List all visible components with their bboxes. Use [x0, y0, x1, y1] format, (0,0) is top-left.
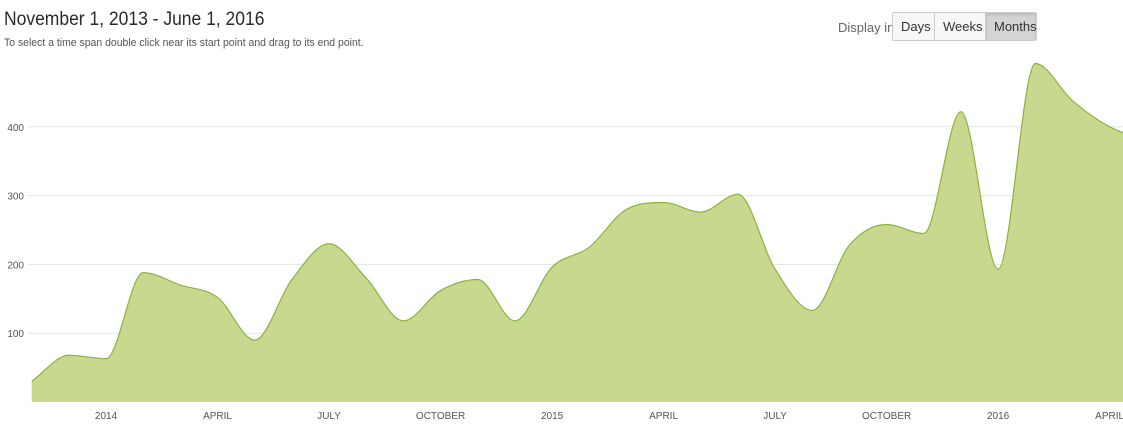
days-button[interactable]: Days: [893, 13, 935, 40]
weeks-button[interactable]: Weeks: [935, 13, 986, 40]
area-fill: [31, 63, 1123, 402]
x-tick-label: JULY: [317, 411, 341, 422]
months-button[interactable]: Months: [986, 13, 1036, 40]
y-tick-label: 300: [7, 192, 24, 203]
date-range-title: November 1, 2013 - June 1, 2016: [4, 9, 265, 30]
x-axis-ticks: 2014 APRIL JULY OCTOBER 2015 APRIL JULY OCTOBER…: [95, 411, 1123, 422]
x-tick-label: 2015: [541, 411, 564, 422]
selection-hint: To select a time span double click near …: [4, 37, 364, 49]
x-tick-label: 2016: [987, 411, 1010, 422]
display-in-label: Display in: [838, 20, 895, 35]
x-tick-label: OCTOBER: [862, 411, 911, 422]
y-axis-ticks: 100 200 300 400: [7, 123, 24, 340]
y-tick-label: 200: [7, 260, 24, 271]
series-line: [31, 62, 1123, 382]
x-tick-label: APRIL: [649, 411, 678, 422]
x-tick-label: OCTOBER: [416, 411, 465, 422]
x-tick-label: APRIL: [1095, 411, 1123, 422]
y-tick-label: 100: [7, 329, 24, 340]
area-series: [31, 62, 1123, 402]
x-tick-label: JULY: [763, 411, 787, 422]
x-tick-label: 2014: [95, 411, 118, 422]
x-tick-label: APRIL: [203, 411, 232, 422]
y-tick-label: 400: [7, 123, 24, 134]
display-granularity-toggle: Days Weeks Months: [892, 12, 1037, 41]
